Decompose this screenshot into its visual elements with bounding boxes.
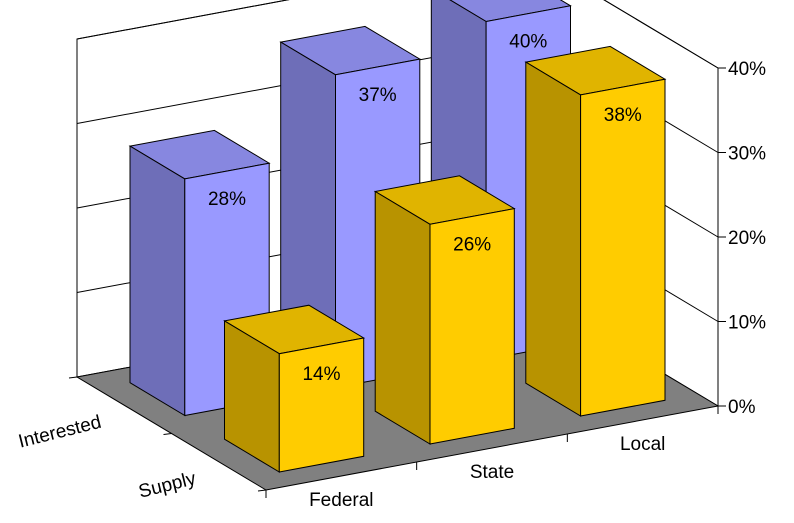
data-label: 26% — [453, 234, 491, 255]
bar-front — [278, 337, 365, 473]
bar-side — [374, 190, 431, 445]
bar-supply-state: 26% — [373, 175, 516, 445]
data-label: 38% — [604, 105, 642, 126]
bar-front — [429, 207, 515, 445]
series-label: Interested — [16, 412, 103, 453]
bar-side — [129, 145, 186, 417]
value-tick-label: 0% — [728, 397, 756, 418]
series-tick — [163, 433, 172, 435]
data-label: 28% — [208, 189, 246, 210]
series-label: Supply — [137, 468, 199, 503]
gridline — [76, 0, 719, 69]
value-tick-label: 30% — [728, 144, 766, 165]
bar-side — [525, 61, 582, 417]
value-axis: 0% 10% 20% 30% 40% — [717, 59, 766, 418]
bar-supply-local: 38% — [524, 45, 667, 417]
data-label: 14% — [302, 364, 340, 385]
category-axis: Federal State Local — [265, 406, 719, 511]
chart-bars: 40% 37% 28% 38% 26% 14% — [128, 0, 667, 473]
value-tick-label: 10% — [728, 313, 766, 334]
category-label: Local — [620, 434, 665, 455]
value-tick-label: 40% — [728, 59, 766, 80]
series-tick — [68, 376, 78, 379]
category-label: Federal — [309, 490, 373, 511]
bar-front — [580, 78, 666, 417]
bar-interested-federal: 28% — [128, 129, 271, 417]
data-label: 37% — [359, 85, 397, 106]
value-tick-label: 20% — [728, 228, 766, 249]
data-label: 40% — [509, 32, 547, 53]
bar-supply-federal: 14% — [223, 304, 366, 473]
category-label: State — [470, 462, 514, 483]
series-tick — [257, 489, 267, 492]
